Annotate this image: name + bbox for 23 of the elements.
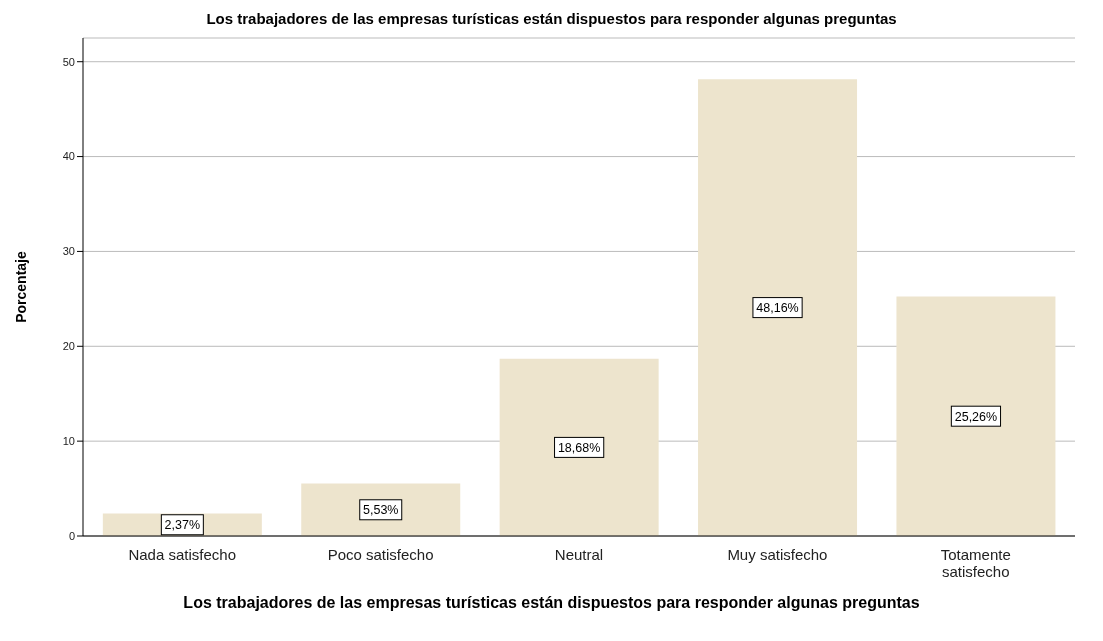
x-tick-label: Nada satisfecho [128,546,236,563]
data-label: 5,53% [363,503,399,518]
chart-title: Los trabajadores de las empresas turísticas están dispuestos para responder algunas preguntas [205,10,898,27]
data-label: 25,26% [954,409,998,424]
y-tick-label: 20 [62,340,75,353]
y-tick-label: 40 [62,150,75,163]
y-tick-label: 30 [62,245,75,258]
y-tick-label: 10 [62,435,75,448]
bar [301,483,461,536]
x-tick-label: Poco satisfecho [327,546,434,563]
data-label: 18,68% [557,440,601,455]
data-label: 2,37% [164,518,201,533]
bar [499,358,659,536]
x-axis-title: Los trabajadores de las empresas turísticas están dispuestos para responder algunas preguntas [182,594,921,612]
y-tick-label: 0 [68,529,75,542]
data-label: 48,16% [756,301,799,316]
bar [896,296,1056,536]
x-tick-label: Totamente satisfecho [940,546,1011,580]
y-tick-label: 50 [62,55,75,68]
y-axis-title: Porcentaje [12,251,29,323]
x-tick-label: Neutral [554,546,604,563]
x-tick-label: Muy satisfecho [727,546,828,563]
bar [698,79,858,536]
